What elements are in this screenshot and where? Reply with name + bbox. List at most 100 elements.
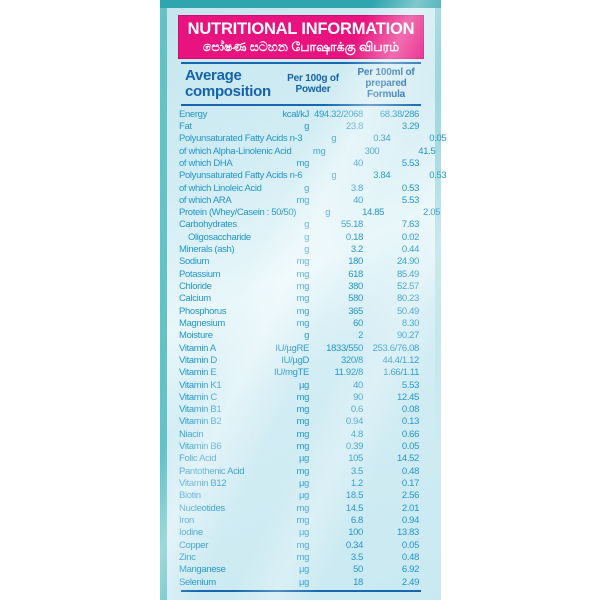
value-per-100ml: 0.05 xyxy=(401,441,419,453)
nutrient-name: Vitamin A xyxy=(179,342,216,354)
table-row: Zinc mg 3.5 0.48 xyxy=(179,551,419,563)
nutrient-unit: µg xyxy=(298,478,309,490)
table-row: of which Alpha-Linolenic Acid mg 300 41.… xyxy=(179,145,436,157)
value-per-100g: 18 xyxy=(353,576,363,588)
nutrient-name: Selenium xyxy=(179,576,216,588)
nutrient-name: Biotin xyxy=(179,490,201,502)
value-per-100g: 0.39 xyxy=(345,441,363,453)
value-per-100ml: 0.05 xyxy=(401,539,419,551)
nutrient-unit: kcal/kJ xyxy=(282,108,309,120)
value-per-100ml: 90.27 xyxy=(396,330,419,342)
nutrient-name: Vitamin D xyxy=(179,354,217,366)
value-per-100g: 11.92/8 xyxy=(334,367,363,379)
nutrient-unit: mg xyxy=(296,514,310,526)
nutrient-unit: IU/µgD xyxy=(281,354,309,366)
nutrient-unit: g xyxy=(304,330,309,342)
value-per-100ml: 0.08 xyxy=(401,404,419,416)
value-per-100ml: 2.01 xyxy=(401,502,419,514)
nutrient-name: Minerals (ash) xyxy=(179,244,235,256)
nutrient-unit: mg xyxy=(296,293,310,305)
nutrient-unit: µg xyxy=(298,453,309,465)
value-per-100g: 1833/550 xyxy=(326,342,363,354)
value-per-100ml: 52.57 xyxy=(396,281,419,293)
value-per-100g: 3.2 xyxy=(350,244,364,256)
value-per-100ml: 253.6/76.08 xyxy=(372,342,420,354)
column-header-average-composition: Average composition xyxy=(185,66,271,100)
value-per-100g: 90 xyxy=(353,391,363,403)
nutrient-name: of which DHA xyxy=(179,157,233,169)
nutrient-name: Fat xyxy=(179,120,192,132)
panel-left-border xyxy=(160,0,167,600)
table-row: Vitamin B6 mg 0.39 0.05 xyxy=(179,440,419,452)
table-row: Energy kcal/kJ 494.32/2068 68.38/286 xyxy=(179,108,419,120)
nutrient-unit: mg xyxy=(296,539,310,551)
value-per-100g: 6.8 xyxy=(350,514,364,526)
table-column-headers: Average composition Per 100g of Powder P… xyxy=(167,64,435,103)
nutrient-unit: mg xyxy=(296,441,310,453)
value-per-100g: 180 xyxy=(348,256,363,268)
value-per-100ml: 0.94 xyxy=(401,514,419,526)
value-per-100g: 0.6 xyxy=(350,404,364,416)
nutrient-name: Moisture xyxy=(179,330,213,342)
table-row: Vitamin B1 mg 0.6 0.08 xyxy=(179,404,419,416)
nutrient-unit: mg xyxy=(296,281,310,293)
panel-top-border xyxy=(160,0,441,8)
nutrient-unit: g xyxy=(331,133,337,145)
nutrient-name: Energy xyxy=(179,108,208,120)
nutrient-unit: µg xyxy=(298,490,309,502)
value-per-100ml: 12.45 xyxy=(396,391,419,403)
table-row: Protein (Whey/Casein : 50/50) g 14.85 2.… xyxy=(179,207,440,219)
nutrient-unit: mg xyxy=(296,194,310,206)
nutrient-unit: IU/µgRE xyxy=(275,342,309,354)
nutrient-unit: g xyxy=(331,170,337,182)
table-row: Carbohydrates g 55.18 7.63 xyxy=(179,219,419,231)
table-row: of which ARA mg 40 5.53 xyxy=(179,194,419,206)
value-per-100ml: 0.17 xyxy=(401,478,419,490)
value-per-100ml: 0.66 xyxy=(401,428,419,440)
table-row: Potassium mg 618 85.49 xyxy=(179,268,419,280)
value-per-100g: 60 xyxy=(353,317,363,329)
nutrient-name: Zinc xyxy=(179,551,196,563)
value-per-100g: 3.5 xyxy=(350,551,364,563)
nutrient-unit: g xyxy=(304,231,309,243)
value-per-100g: 14.85 xyxy=(362,207,385,219)
value-per-100ml: 14.52 xyxy=(396,453,419,465)
nutrient-unit: g xyxy=(304,120,309,132)
nutrient-unit: mg xyxy=(296,305,310,317)
value-per-100ml: 7.63 xyxy=(401,219,419,231)
nutrient-unit: µg xyxy=(298,379,309,391)
banner-title: NUTRITIONAL INFORMATION xyxy=(187,20,415,38)
nutrient-unit: mg xyxy=(296,268,310,280)
value-per-100ml: 0.05 xyxy=(429,133,447,145)
divider-line-top xyxy=(181,62,421,64)
nutrient-name: Vitamin B1 xyxy=(179,404,222,416)
table-row: Niacin mg 4.8 0.66 xyxy=(179,428,419,440)
value-per-100ml: 0.44 xyxy=(401,244,419,256)
nutrient-unit: mg xyxy=(296,428,310,440)
nutrient-name: Polyunsaturated Fatty Acids n-6 xyxy=(179,170,303,182)
nutrient-unit: mg xyxy=(296,391,310,403)
value-per-100ml: 0.02 xyxy=(401,231,419,243)
column-header-per-100ml: Per 100ml of prepared Formula xyxy=(357,67,415,100)
nutrient-name: Iodine xyxy=(179,527,203,539)
nutrient-name: Niacin xyxy=(179,428,204,440)
value-per-100ml: 41.5 xyxy=(418,145,436,157)
value-per-100ml: 0.53 xyxy=(429,170,447,182)
value-per-100g: 0.94 xyxy=(345,416,363,428)
table-row: Vitamin E IU/mgTE 11.92/8 1.66/1.11 xyxy=(179,367,419,379)
value-per-100g: 4.8 xyxy=(350,428,364,440)
nutrient-unit: mg xyxy=(296,317,310,329)
value-per-100g: 320/8 xyxy=(340,354,363,366)
table-row: Phosphorus mg 365 50.49 xyxy=(179,305,419,317)
value-per-100ml: 8.30 xyxy=(401,317,419,329)
nutrient-name: Manganese xyxy=(179,564,226,576)
value-per-100ml: 85.49 xyxy=(396,268,419,280)
nutrient-name: Copper xyxy=(179,539,209,551)
nutrient-name: Protein (Whey/Casein : 50/50) xyxy=(179,207,297,219)
nutrient-name: Vitamin B12 xyxy=(179,478,227,490)
value-per-100g: 494.32/2068 xyxy=(314,108,363,120)
nutrient-unit: mg xyxy=(312,145,326,157)
nutrition-label-panel: NUTRITIONAL INFORMATION පෝෂණ සටහන போஷாக்… xyxy=(160,0,447,600)
nutrient-name: of which Alpha-Linolenic Acid xyxy=(179,145,292,157)
value-per-100g: 40 xyxy=(353,379,363,391)
